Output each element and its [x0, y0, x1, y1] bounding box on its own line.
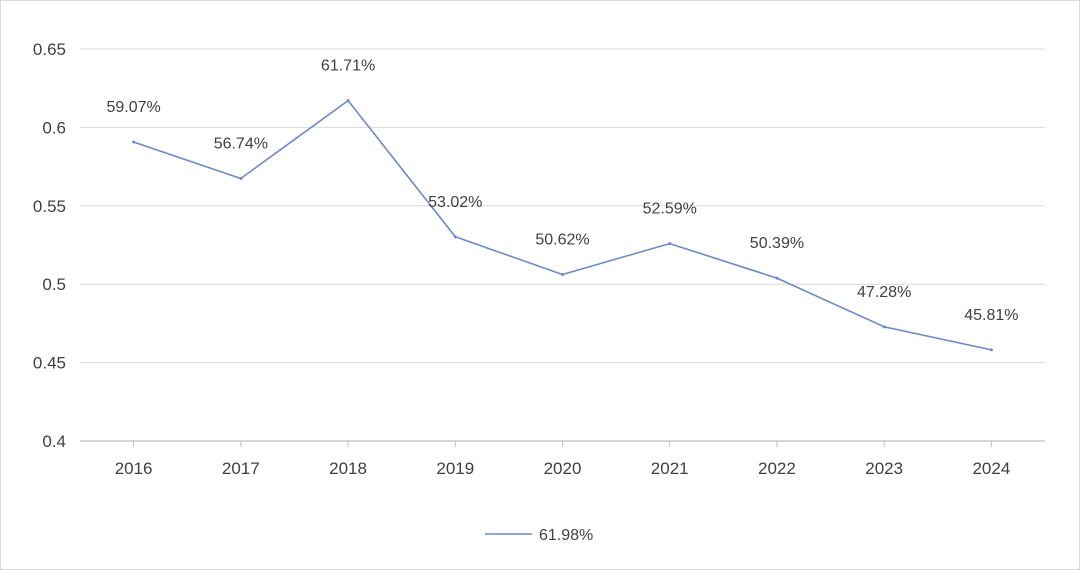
data-point: [775, 276, 779, 280]
y-tick-label: 0.5: [42, 275, 66, 294]
x-axis-tick-labels: 2016 2017 2018 2019 2020 2021 2022 2023 2024: [115, 459, 1011, 478]
data-point: [561, 272, 564, 276]
x-tick-label: 2016: [115, 459, 153, 478]
x-tick-label: 2020: [544, 459, 582, 478]
x-tick-label: 2021: [651, 459, 689, 478]
x-tick-label: 2018: [329, 459, 367, 478]
data-point: [239, 177, 243, 181]
data-label: 53.02%: [428, 194, 482, 211]
x-tick-label: 2023: [865, 459, 903, 478]
data-labels: 59.07% 56.74% 61.71% 53.02% 50.62% 52.59% 50.3…: [106, 58, 1018, 324]
x-tick-label: 2024: [972, 459, 1010, 478]
data-point: [346, 99, 350, 103]
y-tick-label: 0.6: [42, 118, 66, 137]
y-tick-label: 0.55: [33, 197, 66, 216]
data-label: 50.39%: [750, 235, 804, 252]
data-label: 56.74%: [214, 136, 268, 153]
y-tick-label: 0.4: [42, 432, 66, 451]
x-tick-label: 2019: [436, 459, 474, 478]
series-layer: [132, 99, 993, 352]
legend: 61.98%: [485, 527, 593, 544]
data-point: [882, 325, 886, 329]
gridlines: [80, 48, 1045, 364]
data-label: 50.62%: [535, 231, 589, 248]
data-label: 61.71%: [321, 58, 375, 75]
y-tick-label: 0.65: [33, 40, 66, 59]
data-point: [668, 242, 672, 246]
data-label: 59.07%: [106, 99, 160, 116]
data-label: 52.59%: [643, 201, 697, 218]
data-label: 45.81%: [964, 307, 1018, 324]
data-point: [132, 140, 136, 144]
x-tick-label: 2017: [222, 459, 260, 478]
data-label: 47.28%: [857, 284, 911, 301]
legend-label: 61.98%: [539, 527, 593, 544]
x-tick-label: 2022: [758, 459, 796, 478]
data-point: [453, 235, 457, 239]
data-point: [989, 348, 993, 352]
y-tick-label: 0.45: [33, 354, 66, 373]
x-axis: [80, 440, 1045, 447]
y-axis-tick-labels: 0.4 0.45 0.5 0.55 0.6 0.65: [33, 40, 66, 451]
